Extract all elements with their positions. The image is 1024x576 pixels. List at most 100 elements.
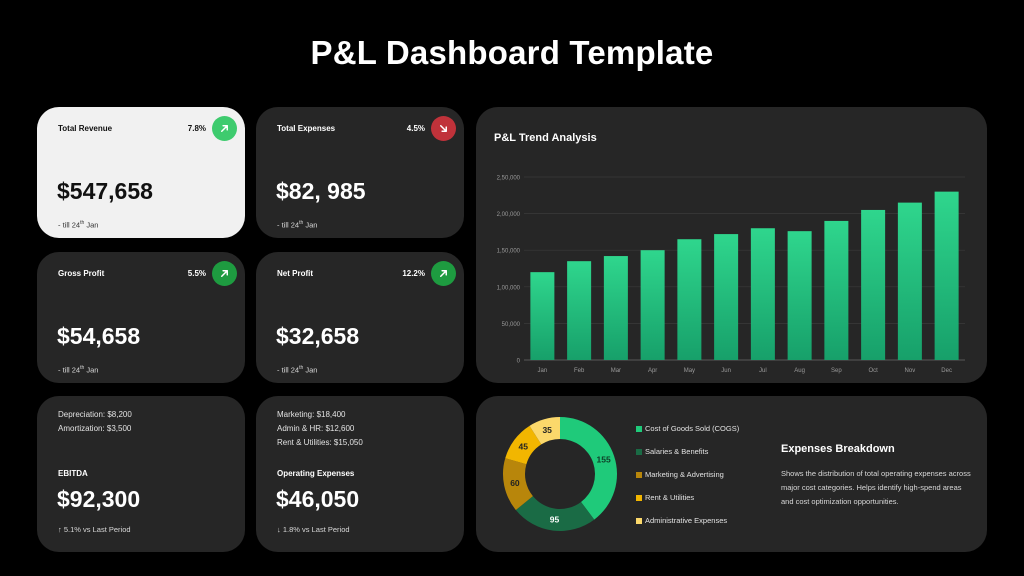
kpi-period: - till 24th Jan [277,365,318,375]
donut-slice [515,496,595,531]
legend-swatch [636,448,642,455]
bar-aug [787,231,812,360]
bar-jul [750,228,775,360]
x-tick-label: Apr [648,368,657,374]
x-tick-label: Jan [538,368,548,374]
bar-jan [530,272,555,360]
legend-item: Salaries & Benefits [636,447,708,456]
kpi-label: Total Expenses [277,124,336,133]
x-tick-label: Oct [868,368,878,374]
detail-line: Marketing: $18,400 [277,410,346,419]
kpi-label: Gross Profit [58,269,105,278]
breakdown-description: Shows the distribution of total operatin… [781,469,971,506]
metric-label: EBITDA [58,469,88,478]
legend-label: Marketing & Advertising [645,470,724,479]
legend-item: Marketing & Advertising [636,470,724,479]
metric-label: Operating Expenses [277,469,355,478]
kpi-value: $54,658 [57,323,141,349]
y-tick-label: 1,50,000 [497,249,521,255]
metric-value: $92,300 [57,486,141,512]
bar-may [677,239,702,360]
kpi-label: Net Profit [277,269,313,278]
detail-line: Amortization: $3,500 [58,424,132,433]
donut-slice-label: 95 [550,515,560,525]
y-tick-label: 2,00,000 [497,212,521,218]
bar-sep [824,220,849,360]
bar-apr [640,250,665,360]
legend-swatch [636,517,642,524]
total-expenses-card: Total Expenses 4.5% $82, 985 - till 24th… [256,107,464,238]
bar-nov [897,202,922,360]
metric-value: $46,050 [276,486,360,512]
arrow-up-right-icon [212,116,237,141]
donut-slice [503,458,533,511]
legend-item: Administrative Expenses [636,516,727,525]
donut-slice [529,417,560,445]
x-tick-label: Jun [721,368,731,374]
kpi-value: $547,658 [57,178,153,204]
donut-chart: 155 95 60 45 35 [503,417,617,531]
x-tick-label: Jul [759,368,767,374]
x-tick-label: Mar [611,368,621,374]
metric-change: ↓ 1.8% vs Last Period [277,525,350,534]
expenses-breakdown-card: 155 95 60 45 35 Cost of Goods Sold (COGS) Sal… [476,396,987,552]
bar-feb [567,261,592,360]
page-title: P&L Dashboard Template [310,34,714,71]
arrow-up-right-icon [212,261,237,286]
x-tick-label: Feb [574,368,585,374]
bar-mar [603,256,628,360]
detail-line: Admin & HR: $12,600 [277,424,355,433]
detail-line: Depreciation: $8,200 [58,410,132,419]
bar-oct [861,209,886,360]
y-tick-label: 0 [517,359,521,365]
legend-label: Administrative Expenses [645,516,728,525]
chart-title: P&L Trend Analysis [494,132,597,144]
operating-expenses-card: Marketing: $18,400 Admin & HR: $12,600 R… [256,396,464,552]
legend-swatch [636,471,642,478]
donut-slice [505,425,542,465]
kpi-period: - till 24th Jan [277,220,318,230]
gross-profit-card: Gross Profit 5.5% $54,658 - till 24th Ja… [37,252,245,383]
donut-slice [560,417,617,520]
breakdown-title: Expenses Breakdown [781,443,895,455]
bar-chart: 0 50,000 1,00,000 1,50,000 2,00,000 2,50,000 J… [497,176,965,374]
legend-label: Salaries & Benefits [645,447,709,456]
kpi-period: - till 24th Jan [58,220,99,230]
donut-slice-label: 45 [518,441,528,451]
detail-line: Rent & Utilities: $15,050 [277,438,363,447]
legend-item: Cost of Goods Sold (COGS) [636,424,739,433]
net-profit-card: Net Profit 12.2% $32,658 - till 24th Jan [256,252,464,383]
y-tick-label: 50,000 [502,322,521,328]
kpi-value: $32,658 [276,323,360,349]
x-tick-label: Aug [794,368,805,374]
trend-chart-card: P&L Trend Analysis 0 50,000 1,00,000 1,50,0… [476,107,987,383]
legend-item: Rent & Utilities [636,493,694,502]
kpi-percent: 12.2% [402,269,425,278]
x-tick-label: Dec [941,368,952,374]
x-tick-label: Nov [905,368,916,374]
bar-dec [934,191,959,360]
donut-slice-label: 155 [597,454,611,464]
kpi-label: Total Revenue [58,124,113,133]
y-tick-label: 2,50,000 [497,176,521,182]
legend-label: Cost of Goods Sold (COGS) [645,424,740,433]
x-tick-label: May [684,368,695,374]
ebitda-card: Depreciation: $8,200 Amortization: $3,50… [37,396,245,552]
arrow-down-right-icon [431,116,456,141]
donut-slice-label: 60 [510,478,520,488]
y-tick-label: 1,00,000 [497,285,521,291]
legend-label: Rent & Utilities [645,493,695,502]
metric-change: ↑ 5.1% vs Last Period [58,525,131,534]
kpi-percent: 5.5% [187,269,206,278]
kpi-period: - till 24th Jan [58,365,99,375]
arrow-up-right-icon [431,261,456,286]
kpi-value: $82, 985 [276,178,366,204]
donut-slice-label: 35 [542,425,552,435]
legend-swatch [636,494,642,501]
total-revenue-card: Total Revenue 7.8% $547,658 - till 24th … [37,107,245,238]
x-tick-label: Sep [831,368,842,374]
bar-jun [714,234,739,360]
kpi-percent: 7.8% [187,124,206,133]
kpi-percent: 4.5% [406,124,425,133]
legend-swatch [636,425,642,432]
